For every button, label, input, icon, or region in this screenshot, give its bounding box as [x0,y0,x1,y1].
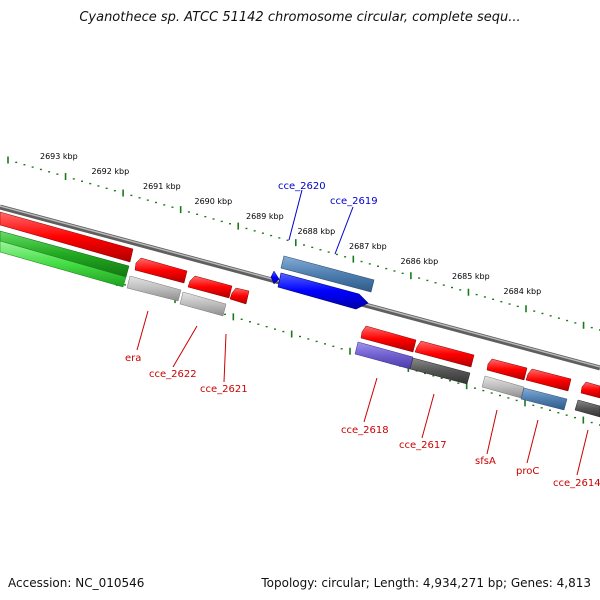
ruler-label: 2688 kbp [298,227,336,236]
gene-red-left-1[interactable] [0,211,134,263]
outer-ruler-track [7,156,600,331]
gene-sfsA-upper-arrow[interactable] [486,358,528,381]
gene-label-era[interactable]: era [125,353,141,364]
gene-cce_2617-upper-arrow[interactable] [414,340,475,368]
ruler-label: 2685 kbp [452,272,490,281]
gene-era-upper-arrow[interactable] [134,257,188,284]
gene-label-cce_2619[interactable]: cce_2619 [330,196,378,207]
gene-labels: cce_2620 cce_2619 era cce_2622 cce_2621 … [125,181,600,489]
gene-cce_2617-arrow[interactable] [409,357,471,385]
page-title: Cyanothece sp. ATCC 51142 chromosome cir… [79,10,521,25]
gene-cce_2621-arrow[interactable] [229,287,250,305]
ruler-label: 2692 kbp [92,167,130,176]
gene-green-left-2[interactable] [0,240,127,288]
label-leader-lines [136,189,589,476]
ruler-label: 2687 kbp [349,242,387,251]
forward-genes [270,255,375,310]
ruler-label: 2693 kbp [40,152,78,161]
gene-cce_2620-arrow[interactable] [280,255,375,293]
gene-proC-arrow[interactable] [520,387,568,411]
gene-label-cce_2621[interactable]: cce_2621 [200,384,248,395]
gene-label-cce_2618[interactable]: cce_2618 [341,425,389,436]
accession-text: Accession: NC_010546 [8,576,145,590]
gene-sfsA-arrow[interactable] [481,375,525,399]
gene-small-blue-arrow[interactable] [270,270,280,285]
gene-proC-upper-arrow[interactable] [525,368,572,392]
gene-era-arrow[interactable] [126,275,182,302]
gene-label-cce_2617[interactable]: cce_2617 [399,440,447,451]
reverse-genes [0,211,600,418]
ruler-label: 2691 kbp [143,182,181,191]
gene-cce_2618-upper-arrow[interactable] [360,325,417,353]
gene-label-sfsA[interactable]: sfsA [475,456,496,467]
ruler-label: 2684 kbp [504,287,542,296]
gene-label-proC[interactable]: proC [516,466,539,477]
gene-label-cce_2614[interactable]: cce_2614 [553,478,600,489]
gene-cce_2614-arrow[interactable] [574,399,600,418]
ruler-label: 2690 kbp [195,197,233,206]
topology-summary-text: Topology: circular; Length: 4,934,271 bp… [261,576,591,590]
gene-cce_2622-arrow[interactable] [179,291,227,317]
gene-cce_2619-arrow[interactable] [277,272,369,310]
ruler-labels: 2693 kbp 2692 kbp 2691 kbp 2690 kbp 2689 kbp… [40,152,541,296]
gene-cce_2614-upper-arrow[interactable] [580,381,600,399]
ruler-label: 2686 kbp [401,257,439,266]
gene-label-cce_2622[interactable]: cce_2622 [149,369,197,380]
gene-label-cce_2620[interactable]: cce_2620 [278,181,326,192]
ruler-label: 2689 kbp [246,212,284,221]
gene-cce_2622-upper-arrow[interactable] [187,275,233,299]
